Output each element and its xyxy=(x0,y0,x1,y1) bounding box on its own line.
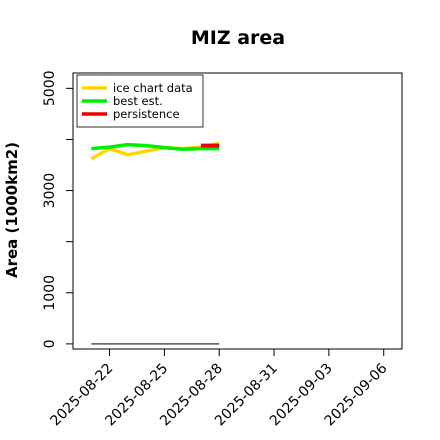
legend-label-ice-chart-data: ice chart data xyxy=(113,81,193,95)
y-axis-label: Area (1000km2) xyxy=(3,142,21,278)
y-tick-label: 5000 xyxy=(42,70,58,106)
chart-title: MIZ area xyxy=(191,27,285,49)
series-line-best-est xyxy=(91,142,220,151)
legend-box xyxy=(76,74,204,128)
y-tick-label: 3000 xyxy=(42,173,58,209)
legend-label-best-est: best est. xyxy=(113,94,163,108)
y-tick-label: 0 xyxy=(42,339,58,348)
y-tick-label: 1000 xyxy=(42,275,58,311)
plot-frame xyxy=(72,72,403,350)
legend-label-persistence: persistence xyxy=(113,107,180,121)
plot-layer xyxy=(90,141,220,345)
